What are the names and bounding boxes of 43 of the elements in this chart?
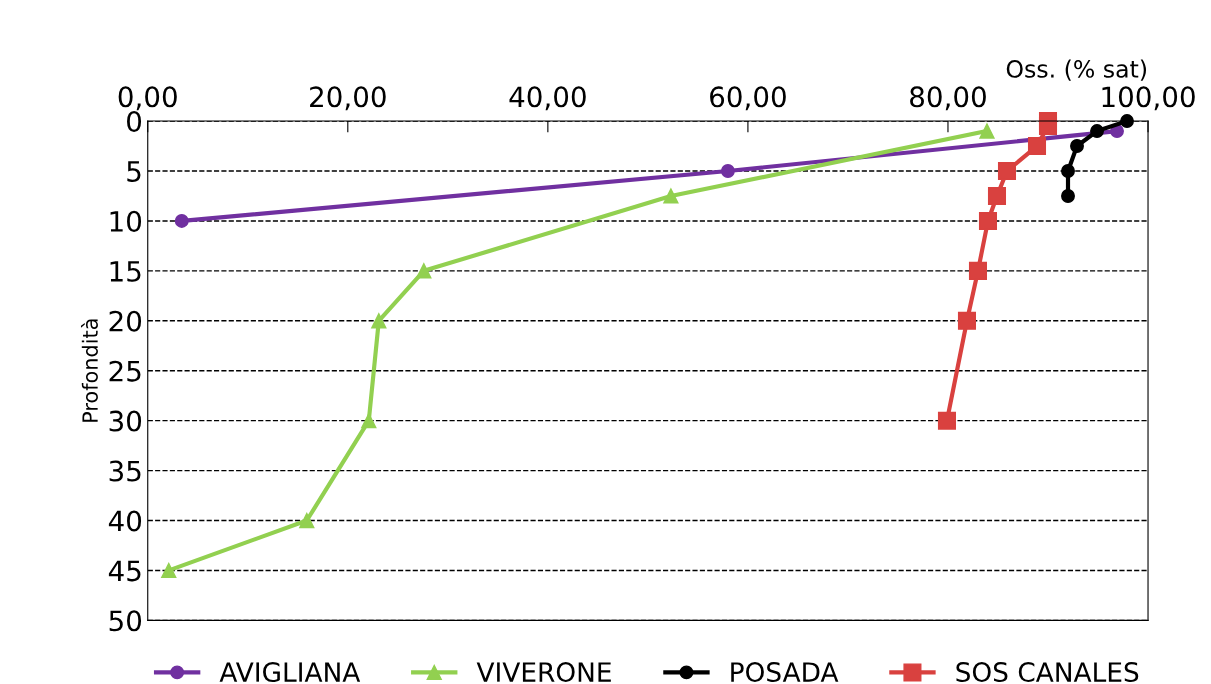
point [720, 164, 735, 178]
legend-label: AVIGLIANA [219, 662, 361, 683]
y-tick-label: 45 [108, 560, 141, 582]
x-tick-label: 60,00 [710, 86, 786, 111]
y-tick-label: 40 [108, 510, 142, 532]
point [1061, 189, 1075, 203]
y-tick-label: 30 [109, 410, 142, 432]
y-tick-label: 15 [110, 261, 141, 282]
point [978, 211, 998, 230]
y-tick-label: 5 [127, 161, 141, 182]
x-tick-label: 40,00 [509, 86, 586, 111]
point [416, 263, 432, 279]
legend-label: SOS CANALES [956, 662, 1139, 683]
point [997, 161, 1017, 181]
y-tick-label: 10 [110, 210, 142, 232]
point [1027, 137, 1047, 156]
point [371, 313, 387, 329]
point [299, 512, 315, 529]
x-tick-label: 80,00 [910, 86, 986, 111]
x-tick-label: 0,00 [118, 86, 177, 111]
point [1070, 139, 1084, 153]
point [968, 261, 988, 280]
point [1090, 124, 1104, 138]
point [663, 188, 679, 204]
point [361, 413, 377, 429]
point [937, 411, 956, 430]
y-tick-label: 20 [109, 310, 142, 332]
legend-label: VIVERONE [476, 662, 611, 683]
point [161, 562, 177, 579]
legend-label: POSADA [731, 662, 839, 683]
point [174, 213, 189, 228]
point [957, 311, 977, 330]
y-tick-label: 35 [109, 460, 141, 482]
y-tick-label: 25 [109, 360, 141, 382]
x-axis-title: Oss. (% sat) [1006, 59, 1147, 81]
y-tick-label: 0 [127, 111, 142, 133]
point [987, 186, 1007, 205]
x-tick-label: 100,00 [1102, 86, 1195, 111]
point [979, 123, 995, 139]
point [1061, 164, 1075, 178]
y-tick-label: 50 [109, 610, 142, 632]
y-axis-title: Profondità [80, 319, 98, 422]
x-tick-label: 20,00 [310, 86, 386, 111]
